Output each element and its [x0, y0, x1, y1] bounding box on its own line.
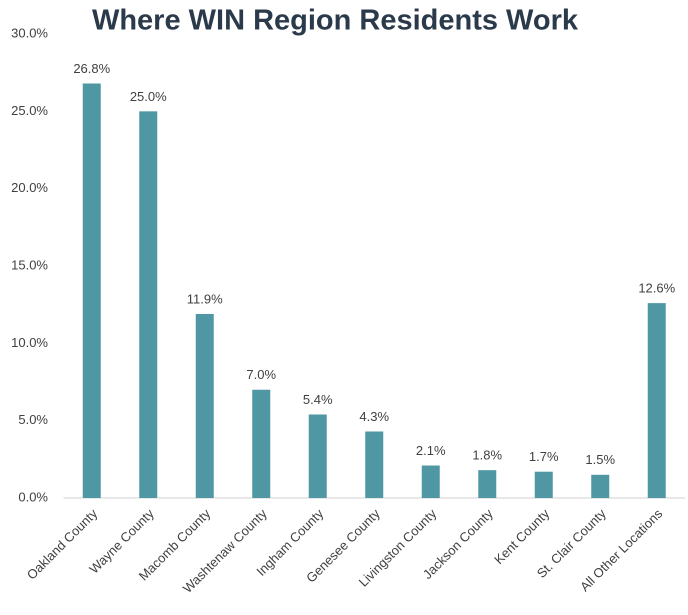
chart-title: Where WIN Region Residents Work [92, 5, 579, 37]
y-tick-label: 5.0% [18, 412, 48, 427]
value-label: 1.7% [529, 449, 559, 464]
value-label: 4.3% [359, 409, 389, 424]
value-label: 5.4% [303, 392, 333, 407]
bar [591, 474, 610, 498]
bar [308, 414, 327, 498]
y-tick-label: 15.0% [11, 257, 48, 272]
value-label: 12.6% [638, 281, 675, 296]
y-tick-label: 0.0% [18, 489, 48, 504]
y-tick-label: 20.0% [11, 180, 48, 195]
y-tick-label: 10.0% [11, 335, 48, 350]
bar [421, 465, 440, 498]
bar [82, 83, 101, 498]
bar [534, 471, 553, 498]
bar [195, 313, 214, 498]
bar [647, 303, 666, 498]
bar [252, 389, 271, 498]
value-label: 1.8% [472, 448, 502, 463]
value-label: 1.5% [585, 452, 615, 467]
value-label: 25.0% [130, 89, 167, 104]
value-label: 26.8% [73, 61, 110, 76]
value-label: 11.9% [187, 291, 223, 306]
x-tick-label: Kent County [491, 506, 553, 568]
bar [139, 111, 158, 498]
bar [365, 431, 384, 498]
x-tick-label: Oakland County [24, 506, 101, 583]
value-label: 2.1% [416, 443, 446, 458]
y-tick-label: 30.0% [11, 25, 48, 40]
bar [478, 470, 497, 498]
y-tick-label: 25.0% [11, 103, 48, 118]
value-label: 7.0% [246, 367, 276, 382]
